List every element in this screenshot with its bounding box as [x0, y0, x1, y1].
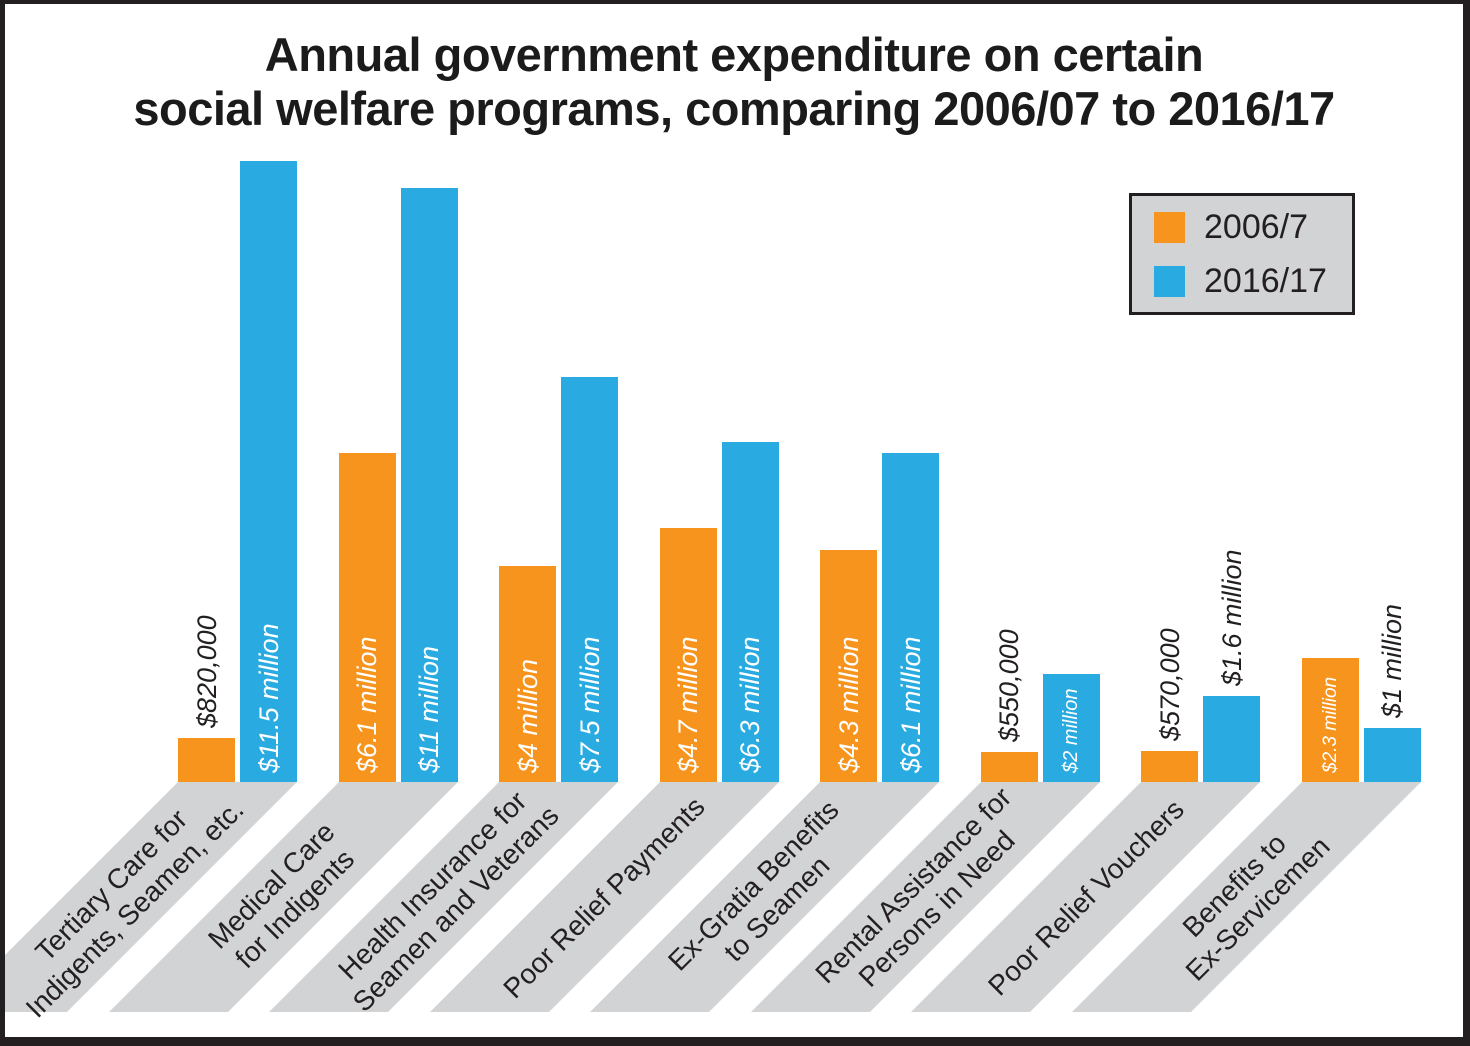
bar-2006-7-7	[1301, 657, 1359, 782]
bar-value-label-2006-7-6: $570,000	[1154, 628, 1185, 742]
chart-canvas: Annual government expenditure on certain…	[5, 4, 1463, 1037]
bar-value-label-2006-7-3: $4.7 million	[673, 636, 704, 773]
bar-value-label-2016-17-7: $1 million	[1377, 603, 1408, 718]
bar-value-label-2006-7-5: $550,000	[994, 629, 1025, 743]
bar-value-label-2016-17-2: $7.5 million	[574, 636, 605, 773]
bar-2016-17-0	[240, 161, 297, 782]
bar-value-label-2016-17-5: $2 million	[1060, 688, 1083, 773]
bar-2016-17-6	[1203, 695, 1261, 782]
bar-2016-17-5	[1042, 674, 1100, 782]
bar-value-label-2016-17-4: $6.1 million	[895, 636, 926, 773]
bar-value-label-2006-7-2: $4 million	[512, 658, 543, 773]
legend-item-2016-17: 2016/17	[1154, 264, 1352, 298]
bar-2016-17-2	[561, 377, 619, 782]
bar-value-label-2016-17-3: $6.3 million	[735, 636, 766, 773]
bar-2016-17-4	[882, 452, 940, 782]
bar-value-label-2016-17-1: $11 million	[414, 645, 445, 773]
bar-value-label-2006-7-0: $820,000	[191, 615, 222, 728]
legend-label-2006-7: 2006/7	[1204, 208, 1308, 246]
bar-2016-17-1	[400, 188, 458, 782]
bar-2006-7-6	[1141, 751, 1199, 782]
bar-2006-7-3	[659, 528, 717, 782]
bar-value-label-2006-7-4: $4.3 million	[833, 636, 864, 773]
bar-value-label-2016-17-6: $1.6 million	[1216, 549, 1247, 686]
bar-value-label-2016-17-0: $11.5 million	[253, 623, 284, 773]
bar-value-label-2006-7-1: $6.1 million	[352, 636, 383, 773]
legend: 2006/7 2016/17	[1129, 193, 1355, 315]
bar-2006-7-5	[980, 752, 1038, 782]
chart-title-line1: Annual government expenditure on certain	[264, 28, 1204, 81]
bar-value-label-2006-7-7: $2.3 million	[1319, 676, 1341, 773]
chart-title-line2: social welfare programs, comparing 2006/…	[133, 82, 1335, 135]
bar-2016-17-7	[1363, 728, 1421, 782]
legend-swatch-2006-7	[1154, 211, 1185, 243]
bar-2006-7-2	[499, 566, 557, 782]
bar-2016-17-3	[721, 441, 779, 782]
bar-2006-7-0	[178, 737, 235, 782]
chart-title: Annual government expenditure on certain…	[5, 28, 1463, 136]
legend-item-2006-7: 2006/7	[1154, 210, 1352, 244]
legend-swatch-2016-17	[1154, 265, 1185, 297]
bar-2006-7-4	[820, 549, 878, 782]
legend-label-2016-17: 2016/17	[1204, 262, 1327, 300]
bar-2006-7-1	[338, 452, 396, 782]
